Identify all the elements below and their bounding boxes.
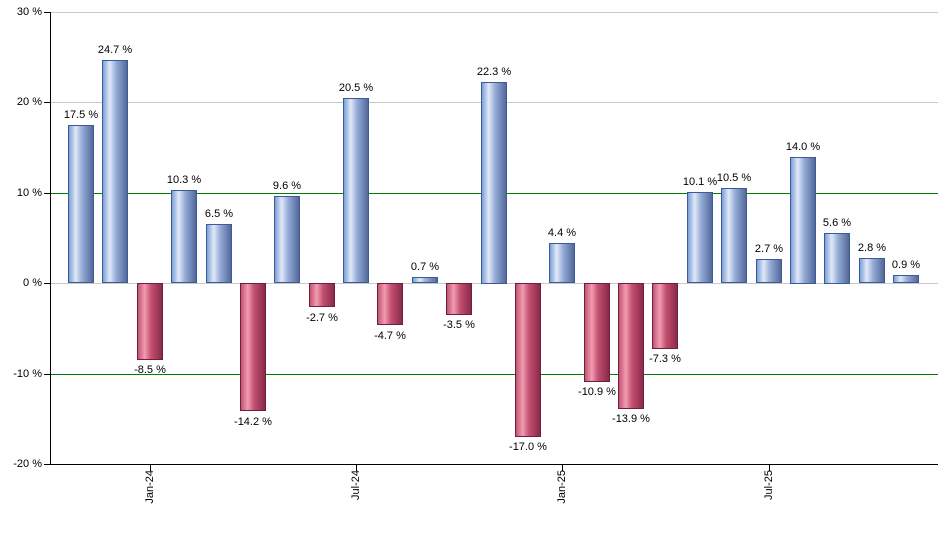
- bar-month-21: [756, 259, 782, 283]
- bar-month-18: [652, 283, 678, 349]
- bar-value-label: 14.0 %: [785, 141, 821, 153]
- bar-month-11: [412, 277, 438, 283]
- x-tick-mark: [150, 465, 151, 471]
- bar-month-2: [102, 60, 128, 283]
- y-tick-mark: [44, 193, 50, 194]
- bar-month-4: [171, 190, 197, 283]
- bar-value-label: -8.5 %: [134, 364, 166, 376]
- bar-value-label: 24.7 %: [97, 44, 133, 56]
- bar-value-label: 0.9 %: [891, 259, 921, 271]
- x-tick-label-jan-24: Jan-24: [144, 470, 156, 504]
- bar-month-25: [893, 275, 919, 283]
- bar-month-20: [721, 188, 747, 283]
- bar-value-label: -13.9 %: [612, 413, 650, 425]
- bar-month-8: [309, 283, 335, 307]
- bar-value-label: 6.5 %: [204, 208, 234, 220]
- bar-value-label: 20.5 %: [338, 82, 374, 94]
- bar-value-label: 10.5 %: [716, 172, 752, 184]
- bar-month-1: [68, 125, 94, 283]
- bar-month-7: [274, 196, 300, 283]
- bar-value-label: 4.4 %: [547, 227, 577, 239]
- y-tick-label: -10 %: [13, 368, 42, 380]
- bar-value-label: 10.3 %: [166, 174, 202, 186]
- y-tick-mark: [44, 12, 50, 13]
- y-tick-label: 0 %: [23, 277, 42, 289]
- bar-value-label: 9.6 %: [272, 180, 302, 192]
- bar-month-16: [584, 283, 610, 382]
- bar-value-label: 10.1 %: [682, 176, 718, 188]
- bar-value-label: -2.7 %: [306, 312, 338, 324]
- x-tick-label-jul-25: Jul-25: [763, 470, 775, 500]
- bar-month-13: [481, 82, 507, 284]
- threshold-line--10pct: [51, 374, 938, 375]
- bar-value-label: 17.5 %: [63, 109, 99, 121]
- bar-value-label: -7.3 %: [649, 353, 681, 365]
- bar-value-label: -10.9 %: [578, 386, 616, 398]
- y-tick-label: 10 %: [16, 187, 42, 199]
- bar-month-24: [859, 258, 885, 283]
- bar-month-22: [790, 157, 816, 284]
- x-axis-line: [50, 464, 938, 465]
- y-tick-mark: [44, 374, 50, 375]
- bar-value-label: -17.0 %: [509, 441, 547, 453]
- bar-value-label: 0.7 %: [410, 261, 440, 273]
- x-tick-mark: [356, 465, 357, 471]
- y-tick-label: 30 %: [16, 6, 42, 18]
- bar-month-10: [377, 283, 403, 325]
- bar-month-5: [206, 224, 232, 283]
- bar-month-14: [515, 283, 541, 437]
- y-tick-label: -20 %: [13, 458, 42, 470]
- y-tick-label: 20 %: [16, 96, 42, 108]
- x-tick-label-jan-25: Jan-25: [556, 470, 568, 504]
- bar-value-label: 2.8 %: [857, 242, 887, 254]
- bar-value-label: 22.3 %: [476, 66, 512, 78]
- bar-value-label: -3.5 %: [443, 319, 475, 331]
- bar-value-label: -4.7 %: [374, 330, 406, 342]
- y-tick-mark: [44, 464, 50, 465]
- y-tick-mark: [44, 102, 50, 103]
- x-tick-label-jul-24: Jul-24: [350, 470, 362, 500]
- bar-value-label: 5.6 %: [822, 217, 852, 229]
- x-tick-mark: [769, 465, 770, 471]
- bar-month-19: [687, 192, 713, 283]
- bar-month-23: [824, 233, 850, 284]
- bar-month-9: [343, 98, 369, 283]
- x-tick-mark: [562, 465, 563, 471]
- bar-value-label: 2.7 %: [754, 243, 784, 255]
- gridline-30pct: [51, 12, 938, 13]
- bar-month-12: [446, 283, 472, 315]
- y-axis-line: [50, 12, 51, 465]
- bar-month-6: [240, 283, 266, 411]
- bar-value-label: -14.2 %: [234, 416, 272, 428]
- y-tick-mark: [44, 283, 50, 284]
- bar-month-15: [549, 243, 575, 283]
- bar-month-17: [618, 283, 644, 409]
- bar-month-3: [137, 283, 163, 360]
